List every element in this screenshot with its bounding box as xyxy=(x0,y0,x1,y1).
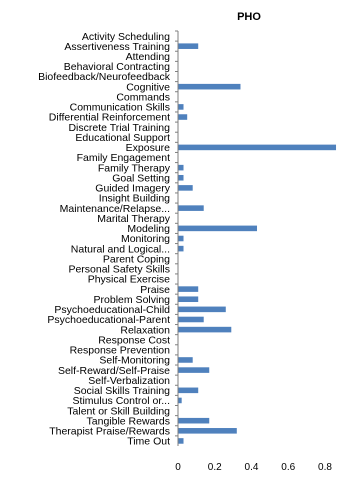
category-label: Natural and Logical... xyxy=(71,243,170,255)
category-label: Communication Skills xyxy=(70,102,170,114)
x-tick-label: 0.8 xyxy=(318,462,332,473)
category-label: Parent Coping xyxy=(103,253,170,265)
bar xyxy=(178,104,184,110)
bar xyxy=(178,367,210,373)
category-label: Marital Therapy xyxy=(97,213,171,225)
bar xyxy=(178,286,199,292)
category-label: Insight Building xyxy=(99,193,170,205)
bar xyxy=(178,235,184,242)
bar xyxy=(178,225,258,232)
category-label: Self-Verbalization xyxy=(88,375,170,387)
category-label: Psychoeducational-Child xyxy=(54,304,170,316)
category-label: Exposure xyxy=(126,142,171,154)
category-label: Guided Imagery xyxy=(95,183,170,195)
bar xyxy=(178,43,199,49)
category-label: Talent or Skill Building xyxy=(67,405,170,417)
category-label: Activity Scheduling xyxy=(82,31,170,43)
category-label: Attending xyxy=(126,51,171,63)
category-label: Praise xyxy=(140,284,170,296)
bar xyxy=(178,397,182,404)
category-label: Cognitive xyxy=(126,81,170,93)
category-label: Social Skills Training xyxy=(74,385,170,397)
category-label: Physical Exercise xyxy=(88,274,170,286)
bar xyxy=(178,164,184,171)
category-label: Behavioral Contracting xyxy=(64,61,170,73)
bar xyxy=(178,114,188,120)
category-label: Problem Solving xyxy=(94,294,171,306)
bar xyxy=(178,306,226,313)
x-tick-label: 0.2 xyxy=(208,462,222,473)
bar xyxy=(178,357,193,363)
bar xyxy=(178,438,184,444)
category-label: Stimulus Control or... xyxy=(73,395,170,407)
category-label: Monitoring xyxy=(121,233,170,245)
category-label: Goal Setting xyxy=(112,172,170,184)
category-label: Assertiveness Training xyxy=(64,41,170,53)
category-label: Family Engagement xyxy=(77,152,170,164)
bar xyxy=(178,205,204,211)
bar xyxy=(178,245,184,252)
bar xyxy=(178,144,337,151)
bar xyxy=(178,83,241,90)
bar xyxy=(178,326,232,333)
category-label: Differential Reinforcement xyxy=(49,112,170,124)
bar xyxy=(178,387,199,394)
bar xyxy=(178,417,210,424)
x-tick-label: 0.4 xyxy=(245,462,259,473)
chart-title: PHO xyxy=(237,11,261,23)
bar xyxy=(178,296,199,303)
category-label: Response Prevention xyxy=(70,345,171,357)
x-tick-label: 0.6 xyxy=(281,462,295,473)
x-tick-labels: 0 0.2 0.4 0.6 0.8 xyxy=(175,462,332,473)
category-label: Self-Reward/Self-Praise xyxy=(58,365,170,377)
category-label: Tangible Rewards xyxy=(87,415,170,427)
category-label: Maintenance/Relapse... xyxy=(60,203,170,215)
category-label: Self-Monitoring xyxy=(99,355,170,367)
category-label: Modeling xyxy=(127,223,170,235)
category-label: Response Cost xyxy=(98,334,170,346)
category-label: Commands xyxy=(116,91,170,103)
category-label: Time Out xyxy=(127,436,170,448)
category-label: Personal Safety Skills xyxy=(68,264,170,276)
bar xyxy=(178,316,204,323)
bar xyxy=(178,185,193,191)
category-label: Educational Support xyxy=(75,132,170,144)
bars-group xyxy=(178,43,337,444)
category-label: Relaxation xyxy=(120,324,170,336)
category-label: Discrete Trial Training xyxy=(68,122,170,134)
category-label: Family Therapy xyxy=(98,162,171,174)
category-label: Biofeedback/Neurofeedback xyxy=(38,71,171,83)
x-tick-label: 0 xyxy=(175,462,181,473)
category-label: Psychoeducational-Parent xyxy=(47,314,170,326)
bar xyxy=(178,174,184,181)
bar xyxy=(178,428,237,434)
category-label: Therapist Praise/Rewards xyxy=(49,426,170,438)
